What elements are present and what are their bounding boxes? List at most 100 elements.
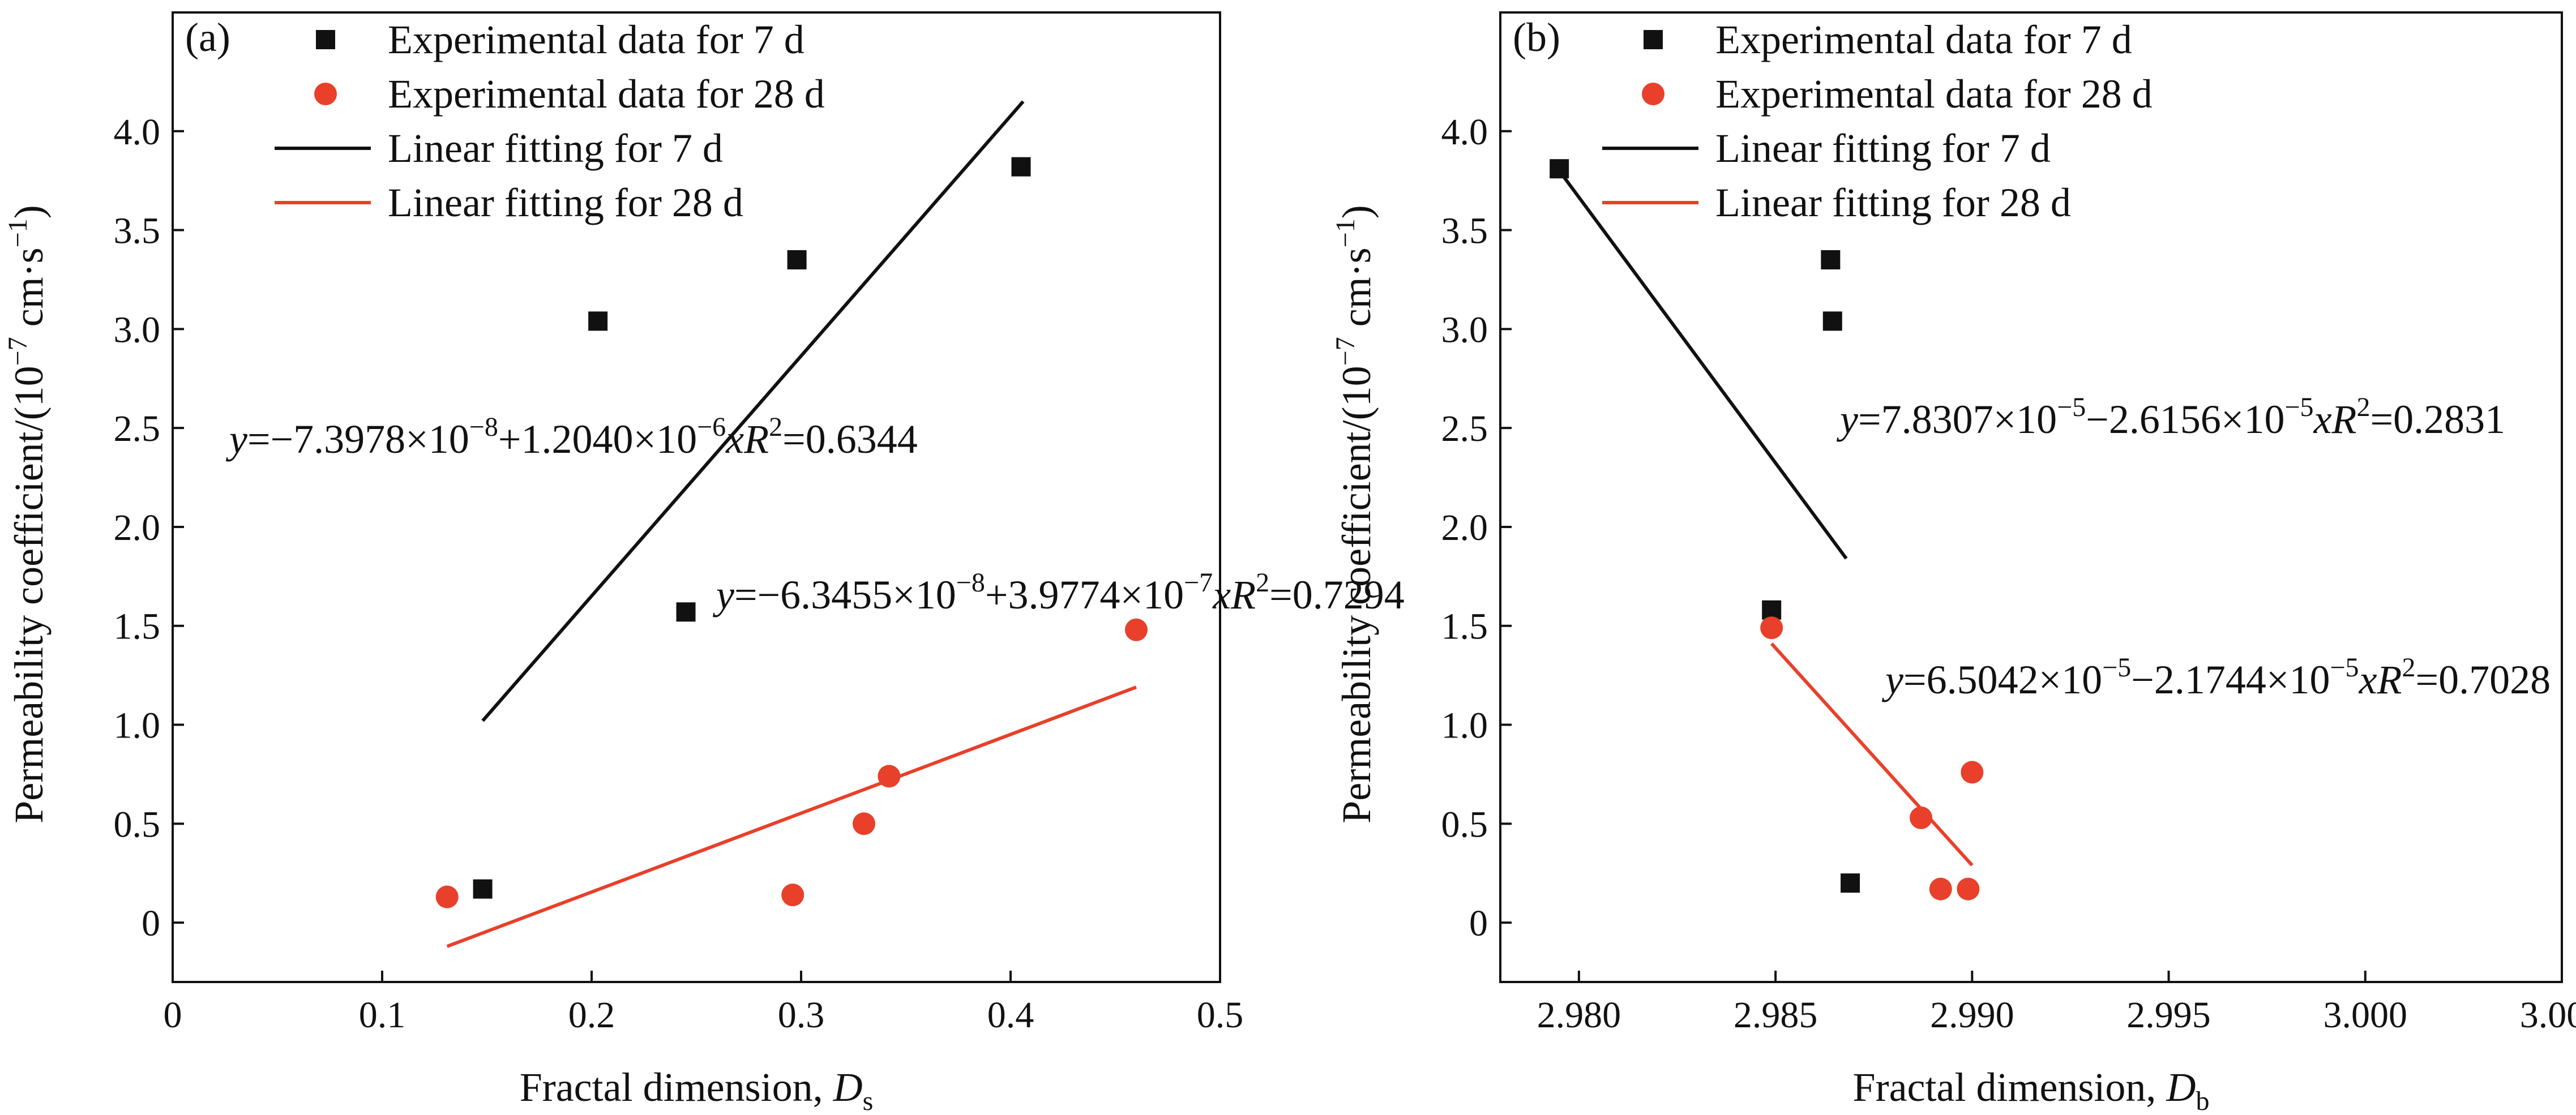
equation-text: 1.2040×10 [521, 417, 697, 462]
fit-equation-annotation: y=−7.3978×10−8+1.2040×10−6xR2=0.6344 [225, 412, 918, 462]
equation-text: y [1836, 397, 1858, 442]
y-tick-label: 4.0 [1441, 112, 1488, 153]
equation-text: R [1230, 572, 1256, 617]
data-point-7d [1011, 157, 1031, 177]
legend-entry: Linear fitting for 28 d [388, 180, 743, 225]
equation-superscript: 2 [2357, 392, 2370, 422]
legend-entry: Experimental data for 7 d [388, 17, 805, 62]
equation-text: y [1881, 657, 1903, 702]
x-axis-title: Fractal dimension, Db [1853, 1065, 2210, 1115]
equation-text: R [2331, 397, 2357, 442]
data-point-7d [1822, 311, 1842, 331]
equation-superscript: −6 [697, 412, 726, 442]
y-tick-label: 0.5 [1441, 804, 1488, 845]
equation-text: −2.6156×10 [2086, 397, 2284, 442]
panel-label: (b) [1513, 15, 1560, 60]
chart-panel-b: 2.980 2.985 2.990 2.995 3.000 3.005 0 0.5 1.0 1.5… [1330, 11, 2576, 1115]
x-tick-label: 0 [164, 994, 182, 1036]
x-tick-label: 2.995 [2126, 994, 2211, 1036]
equation-text: + [985, 572, 1008, 617]
x-tick-label: 0.3 [778, 994, 825, 1036]
y-tick-label: 3.5 [1441, 211, 1488, 252]
fit-line-7d [481, 100, 1025, 722]
y-tick-label: 1.5 [114, 606, 161, 647]
y-tick-label: 4.0 [114, 112, 161, 153]
legend-entry: Linear fitting for 28 d [1715, 180, 2071, 225]
equation-superscript: −5 [2330, 653, 2359, 683]
equation-text: =0.2831 [2370, 397, 2506, 442]
legend-marker-square [1644, 30, 1663, 49]
x-tick-label: 3.000 [2323, 994, 2408, 1036]
y-tick-label: 0.5 [114, 804, 161, 845]
equation-text: R [743, 417, 769, 462]
y-axis-title-text: Permeability coefficient/(10 [1334, 366, 1379, 823]
equation-superscript: −8 [956, 568, 985, 598]
x-tick-label: 0.1 [359, 994, 406, 1036]
x-axis-title: Fractal dimension, Ds [520, 1065, 874, 1115]
x-axis-title-subscript: b [2196, 1086, 2209, 1115]
x-tick-label: 2.990 [1930, 994, 2014, 1036]
y-tick-label: 2.0 [114, 507, 161, 548]
fit-equation-annotation: y=7.8307×10−5−2.6156×10−5xR2=0.2831 [1836, 392, 2505, 442]
x-axis-title-text: Fractal dimension, [520, 1065, 833, 1110]
data-point-7d [676, 602, 696, 622]
y-axis-title-close: ) [6, 205, 52, 218]
x-axis-title-symbol: D [833, 1065, 863, 1110]
equation-text: 3.9774×10 [1008, 572, 1184, 617]
data-point-28d [1961, 761, 1984, 784]
equation-superscript: −5 [2057, 392, 2086, 422]
legend-entry: Experimental data for 7 d [1715, 17, 2132, 62]
equation-superscript: 2 [1256, 568, 1269, 598]
y-axis-title-superscript: −1 [1330, 218, 1360, 247]
data-point-28d [1125, 618, 1148, 641]
equation-text: x [725, 417, 744, 462]
y-axis-title: Permeability coefficient/(10−7 cm·s−1) [3, 205, 52, 824]
y-axis-title-text: Permeability coefficient/(10 [6, 366, 52, 823]
data-point-7d [588, 311, 608, 331]
equation-text: =−6.3455×10 [734, 572, 956, 617]
x-tick-label: 0.4 [987, 994, 1034, 1036]
legend-entry: Experimental data for 28 d [1715, 71, 2153, 117]
legend-entry: Linear fitting for 7 d [388, 126, 723, 171]
equation-text: =−7.3978×10 [247, 417, 469, 462]
equation-superscript: 2 [2402, 653, 2416, 683]
legend-marker-circle [1642, 83, 1664, 105]
y-axis-title-superscript: −1 [3, 218, 33, 247]
equation-text: R [2377, 657, 2402, 702]
data-point-28d [435, 885, 459, 908]
y-tick-label: 3.0 [1441, 309, 1488, 350]
fit-equation-annotation: y=−6.3455×10−8+3.9774×10−7xR2=0.7294 [712, 568, 1405, 617]
y-axis-title-superscript: −7 [3, 337, 33, 366]
data-point-28d [878, 765, 901, 788]
equation-text: + [498, 417, 521, 462]
equation-superscript: −5 [2284, 392, 2313, 422]
data-point-7d [1821, 250, 1841, 269]
y-tick-label: 3.5 [114, 211, 161, 252]
data-point-7d [473, 879, 493, 899]
equation-superscript: −5 [2102, 653, 2131, 683]
y-tick-label: 2.5 [114, 408, 161, 449]
equation-text: x [2359, 657, 2377, 702]
data-point-28d [853, 812, 875, 835]
equation-superscript: −8 [469, 412, 498, 442]
legend-marker-square [316, 30, 335, 49]
equation-text: =6.5042×10 [1903, 657, 2102, 702]
equation-text: =0.6344 [782, 417, 918, 462]
x-axis-title-text: Fractal dimension, [1853, 1065, 2167, 1110]
y-tick-label: 1.5 [1441, 606, 1488, 647]
fit-line-28d [446, 685, 1137, 948]
equation-text: y [225, 417, 247, 462]
equation-text: =0.7294 [1269, 572, 1405, 617]
data-point-28d [1957, 877, 1980, 900]
equation-text: y [712, 572, 734, 617]
y-axis-title-unit: cm·s [6, 247, 52, 337]
data-point-28d [1910, 806, 1933, 829]
data-point-7d [1550, 159, 1569, 179]
data-point-28d [1760, 616, 1783, 640]
x-tick-label: 2.980 [1537, 994, 1621, 1036]
equation-superscript: 2 [769, 412, 782, 442]
x-axis-title-symbol: D [2166, 1065, 2196, 1110]
y-axis-title-superscript: −7 [1330, 337, 1360, 366]
y-tick-label: 1.0 [114, 705, 161, 747]
